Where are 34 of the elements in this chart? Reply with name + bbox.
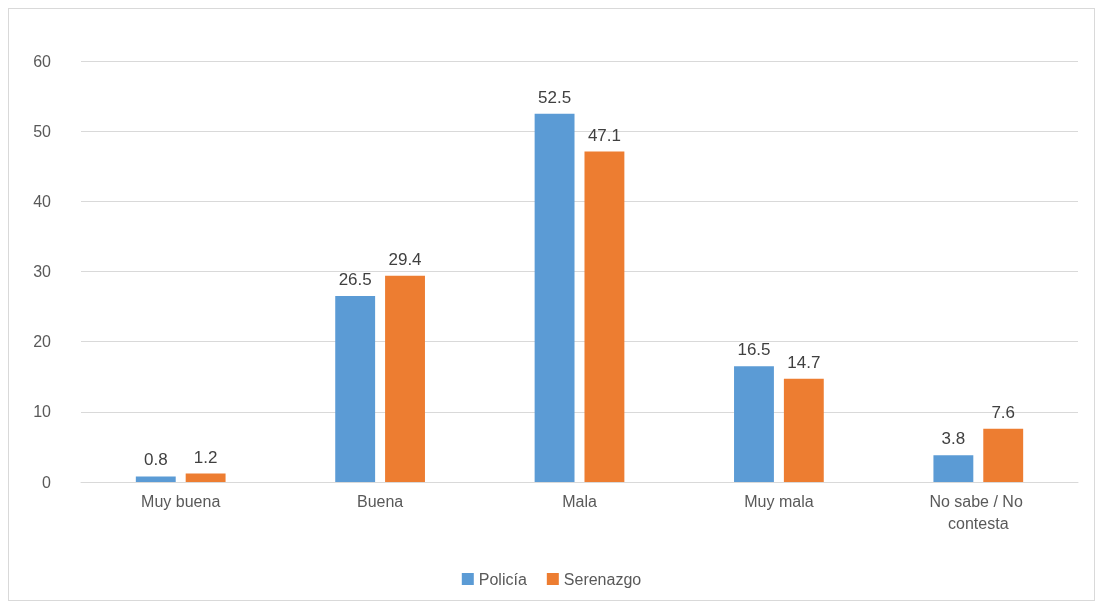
y-tick-label: 10 — [33, 403, 52, 421]
bar — [983, 428, 1024, 482]
data-label: 52.5 — [538, 87, 572, 107]
data-label: 26.5 — [338, 270, 372, 290]
data-label: 3.8 — [941, 429, 966, 449]
x-tick-label: Mala — [562, 492, 597, 510]
legend-label: Policía — [478, 570, 527, 588]
bar — [734, 366, 774, 482]
data-label: 47.1 — [587, 125, 621, 145]
legend-label: Serenazgo — [563, 570, 642, 588]
bar — [933, 455, 974, 482]
data-label: 1.2 — [193, 447, 218, 467]
bar — [335, 296, 376, 482]
data-label: 7.6 — [991, 402, 1016, 422]
x-tick-label: No sabe / No contesta — [929, 492, 1028, 532]
y-tick-label: 20 — [33, 333, 52, 351]
y-tick-label: 50 — [33, 122, 52, 140]
bar — [584, 151, 625, 482]
data-label: 16.5 — [737, 340, 771, 360]
y-tick-label: 60 — [33, 52, 52, 70]
x-tick-label: Muy mala — [744, 492, 814, 510]
y-tick-label: 40 — [33, 192, 52, 210]
bar — [534, 113, 575, 482]
data-label: 14.7 — [787, 352, 821, 372]
data-label: 29.4 — [388, 249, 422, 269]
x-tick-label: Buena — [356, 492, 404, 510]
bar — [783, 378, 824, 482]
bar — [185, 473, 226, 482]
y-tick-label: 0 — [42, 473, 52, 491]
y-tick-label: 30 — [33, 263, 52, 280]
bar — [385, 275, 425, 482]
data-label: 0.8 — [143, 450, 168, 470]
bar — [135, 476, 176, 482]
x-tick-label: Muy buena — [141, 492, 221, 510]
